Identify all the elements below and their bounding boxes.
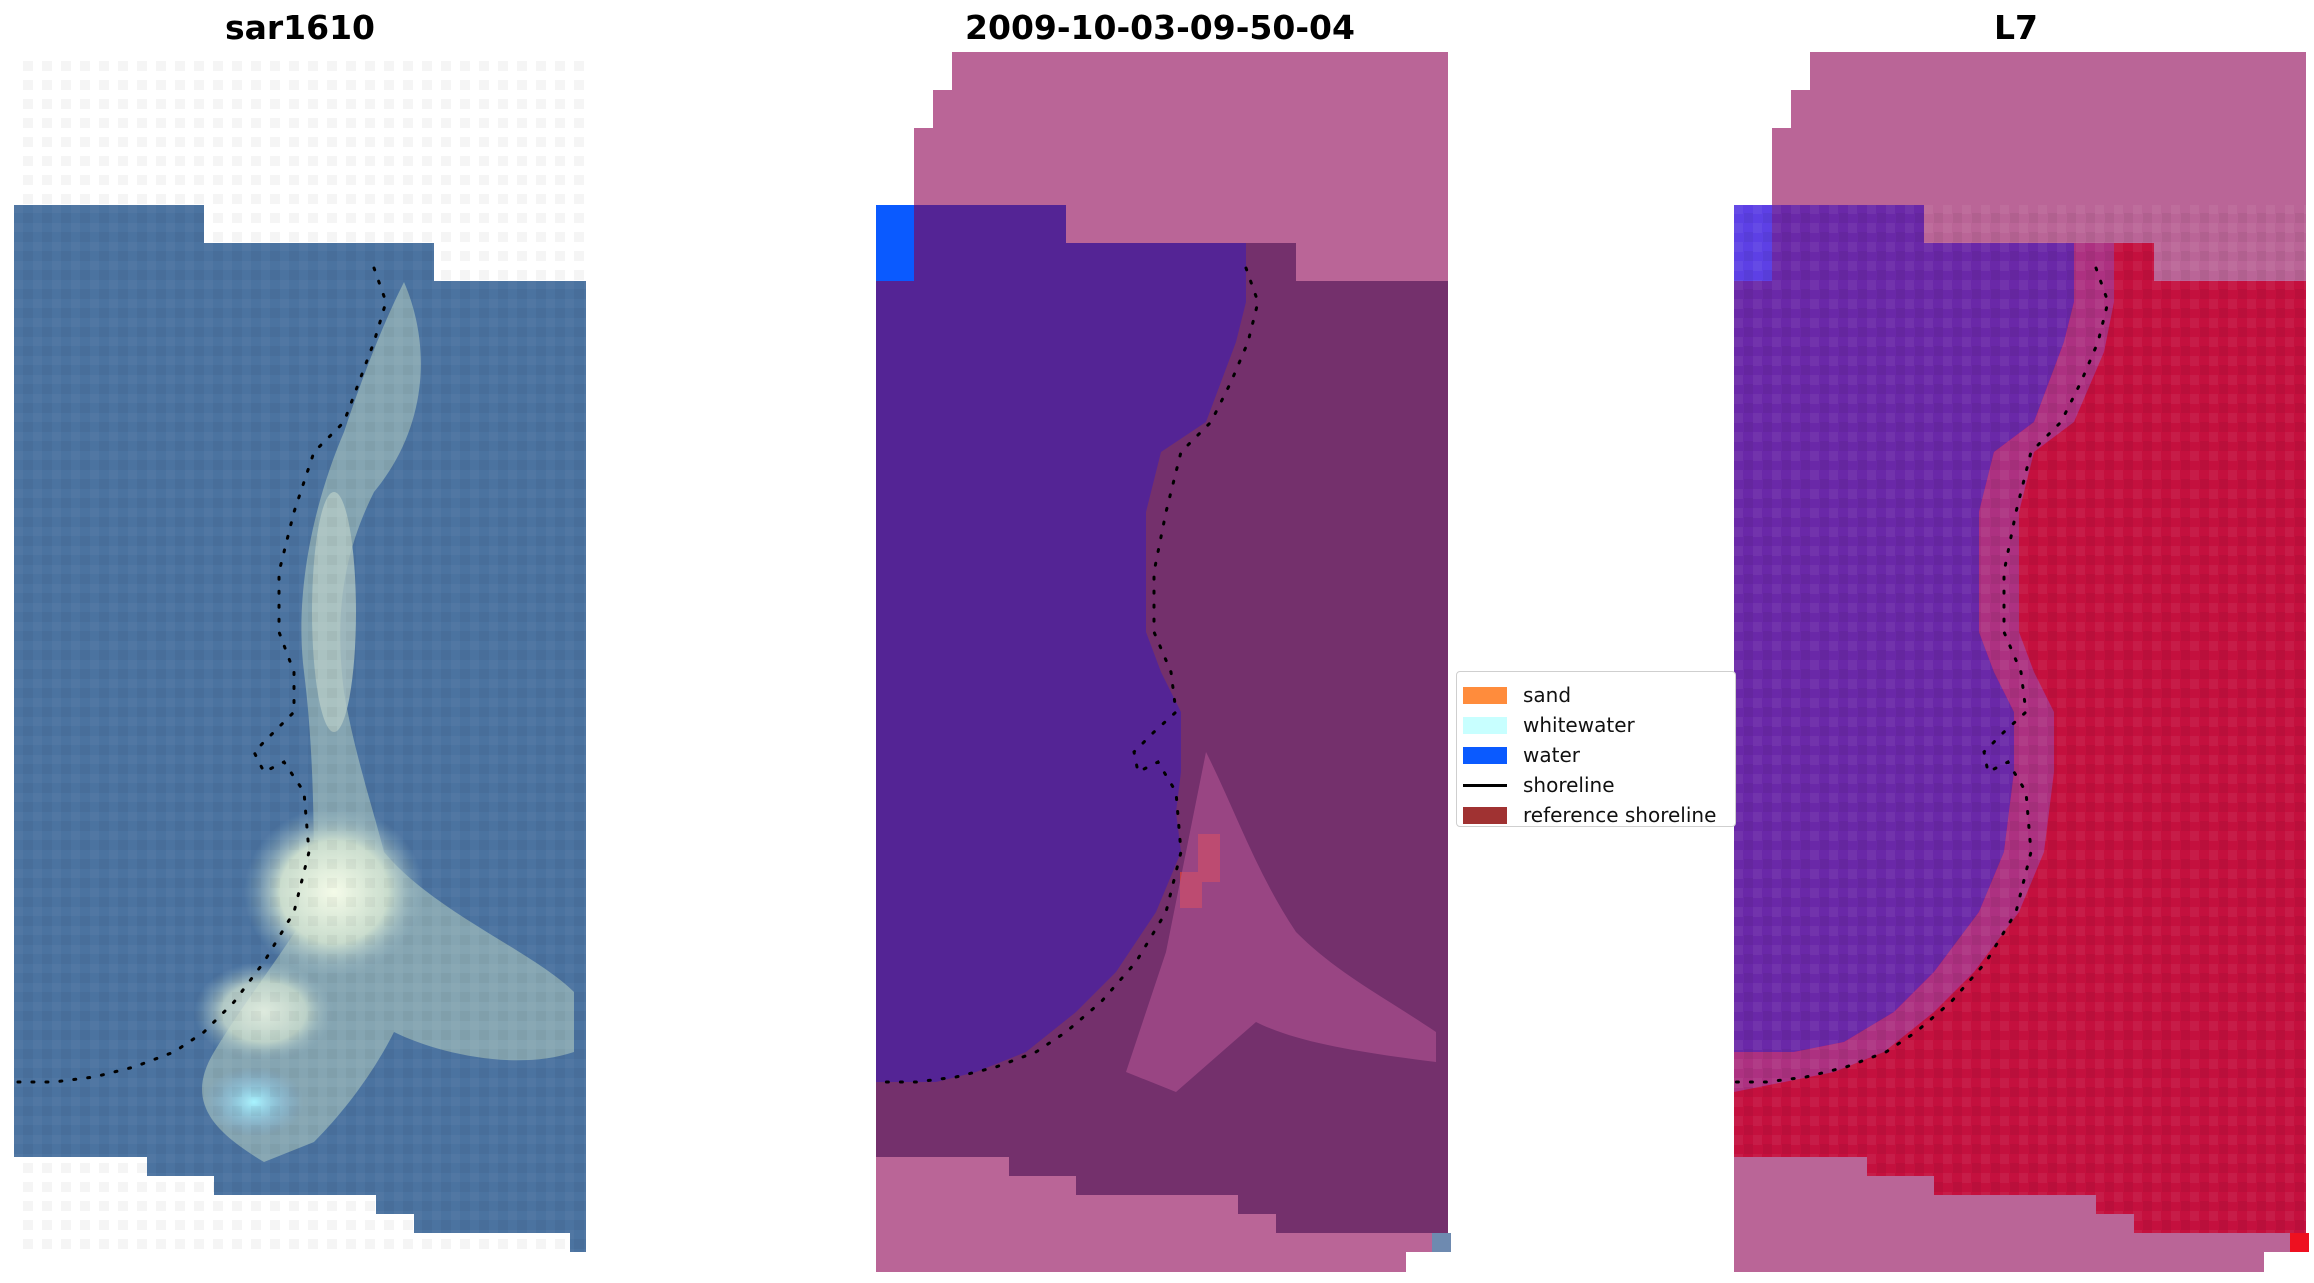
legend-label: whitewater [1523,713,1635,737]
panel-title-3: L7 [1994,8,2038,47]
land-light-zone [1126,752,1436,1092]
classified-image-panel [874,52,1451,1272]
corner-pixel [2290,1233,2309,1252]
legend-swatch-whitewater [1463,716,1507,734]
legend-label: water [1523,743,1580,767]
legend-label: sand [1523,683,1572,707]
panel-title-2: 2009-10-03-09-50-04 [965,8,1355,47]
water-class-area [876,205,1246,1082]
legend-swatch-shoreline [1463,783,1507,787]
legend-swatch-water [1463,746,1507,764]
nodata-bottom [876,1157,1432,1272]
legend-label: shoreline [1523,773,1615,797]
legend: sand whitewater water shoreline referenc… [1456,671,1736,827]
legend-label: reference shoreline [1523,803,1717,827]
legend-item-shoreline: shoreline [1463,770,1615,800]
index-image-panel [1732,52,2309,1272]
shoreline-dots [12,266,388,1084]
legend-item-sand: sand [1463,680,1571,710]
water-class-patch [876,205,914,281]
rgb-image-panel [12,52,589,1252]
legend-item-reference-shoreline: reference shoreline [1463,800,1717,827]
nodata-bottom [1734,1157,2290,1272]
nodata-top [914,52,1448,281]
legend-item-whitewater: whitewater [1463,710,1635,740]
panel-title-1: sar1610 [224,8,376,47]
legend-swatch-sand [1463,686,1507,704]
corner-pixel [1432,1233,1451,1252]
legend-item-water: water [1463,740,1580,770]
legend-swatch-reference-shoreline [1463,806,1507,824]
